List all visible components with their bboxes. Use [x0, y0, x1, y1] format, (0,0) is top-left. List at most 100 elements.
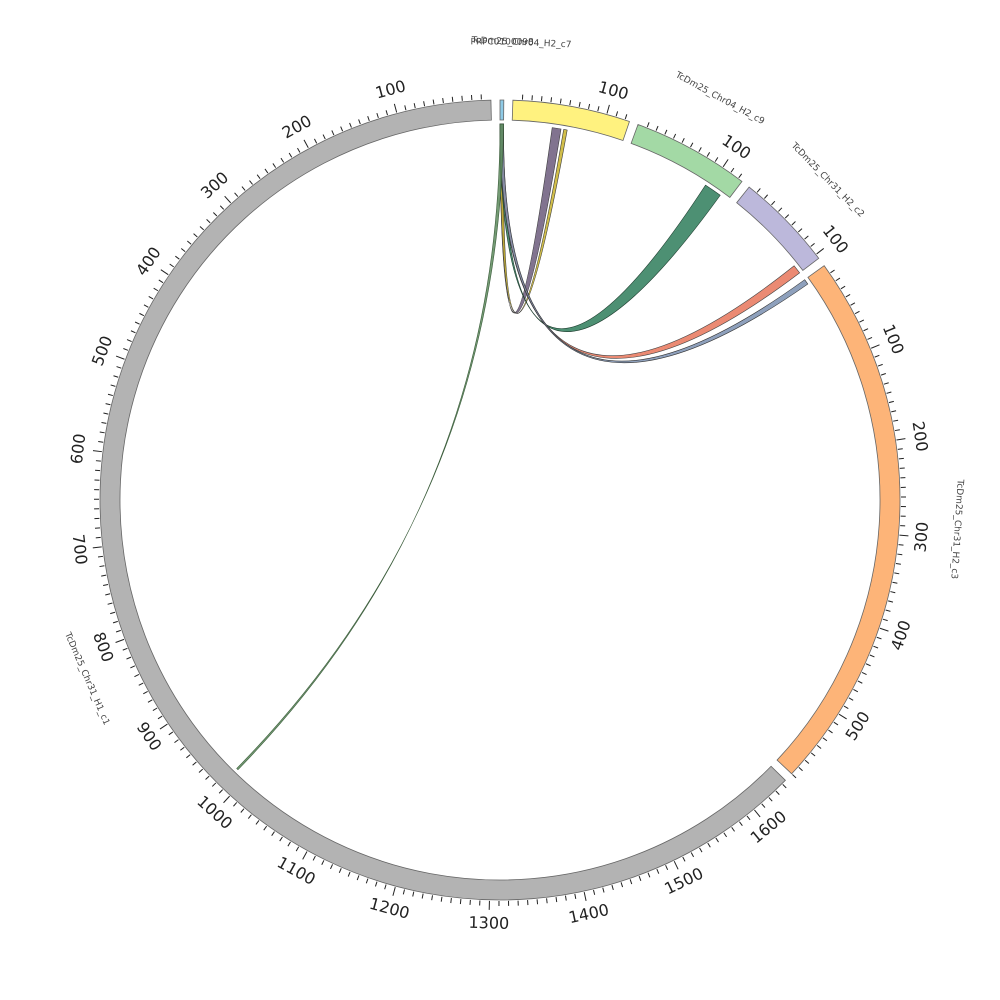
minor-tick	[768, 797, 773, 802]
minor-tick	[107, 393, 113, 397]
tick-label: 1000	[193, 792, 236, 833]
minor-tick	[442, 97, 444, 104]
minor-tick	[550, 97, 553, 103]
minor-tick	[798, 767, 803, 772]
tick-label: 1100	[274, 853, 319, 889]
minor-tick	[272, 163, 277, 168]
segment-TcDm25_Chr04_H2_c9	[630, 124, 743, 198]
minor-tick	[147, 699, 153, 703]
minor-tick	[665, 865, 669, 870]
segment-TcDm25_Chr31_H2_c2	[736, 186, 820, 271]
major-tick	[92, 450, 102, 453]
minor-tick	[116, 366, 122, 369]
minor-tick	[738, 821, 743, 827]
minor-tick	[833, 721, 839, 726]
minor-tick	[784, 214, 790, 219]
minor-tick	[330, 864, 334, 870]
minor-tick	[218, 789, 224, 794]
minor-tick	[646, 122, 650, 128]
minor-tick	[810, 242, 815, 247]
minor-tick	[384, 884, 387, 890]
minor-tick	[698, 147, 702, 153]
minor-tick	[247, 814, 252, 819]
tick-label: 400	[132, 243, 165, 279]
tick-label: 1500	[661, 864, 706, 899]
minor-tick	[97, 555, 104, 558]
minor-tick	[186, 240, 192, 245]
minor-tick	[830, 269, 835, 274]
minor-tick	[555, 896, 558, 903]
link-1	[499, 123, 568, 314]
tick-label: 800	[89, 629, 117, 664]
minor-tick	[848, 697, 854, 701]
segment-label-PRFC0100098: PRFC0100098	[471, 37, 535, 47]
minor-tick	[297, 147, 301, 153]
minor-tick	[157, 715, 163, 720]
minor-tick	[180, 746, 185, 751]
minor-tick	[322, 134, 326, 140]
minor-tick	[130, 330, 136, 334]
minor-tick	[338, 868, 342, 874]
minor-tick	[138, 682, 144, 686]
minor-tick	[412, 891, 415, 897]
minor-tick	[845, 294, 851, 298]
major-tick	[160, 269, 169, 276]
minor-tick	[854, 310, 860, 315]
minor-tick	[886, 391, 892, 394]
minor-tick	[746, 815, 751, 821]
minor-tick	[564, 895, 567, 901]
minor-tick	[367, 116, 370, 122]
minor-tick	[233, 802, 238, 807]
minor-tick	[867, 336, 873, 340]
minor-tick	[699, 847, 703, 853]
minor-tick	[880, 373, 886, 376]
labels-layer: PRFC0100098100TcDm25_Chr04_H2_c7100TcDm2…	[62, 36, 965, 933]
minor-tick	[588, 103, 591, 109]
minor-tick	[673, 133, 677, 139]
minor-tick	[690, 142, 694, 148]
minor-tick	[101, 574, 107, 577]
major-tick	[870, 344, 880, 349]
tick-label: 100	[596, 77, 631, 103]
segment-TcDm25_Chr31_H1_c1	[99, 99, 786, 901]
minor-tick	[107, 602, 113, 605]
minor-tick	[271, 831, 275, 836]
minor-tick	[655, 125, 659, 131]
minor-tick	[123, 348, 129, 351]
tick-label: 100	[879, 321, 908, 356]
minor-tick	[569, 100, 572, 106]
minor-tick	[816, 745, 822, 749]
segments-layer	[99, 99, 901, 901]
major-tick	[879, 627, 889, 632]
minor-tick	[782, 784, 787, 789]
minor-tick	[895, 563, 901, 565]
minor-tick	[624, 114, 628, 120]
major-tick	[393, 103, 398, 113]
major-tick	[223, 795, 230, 804]
major-tick	[899, 534, 909, 537]
tick-label: 100	[819, 221, 853, 257]
minor-tick	[891, 410, 897, 413]
minor-tick	[898, 544, 904, 546]
tick-label: 1600	[747, 807, 791, 848]
tick-label: 1300	[468, 913, 509, 933]
major-tick	[392, 886, 396, 896]
segment-PRFC0100098	[499, 99, 505, 121]
minor-tick	[597, 106, 600, 112]
minor-tick	[656, 868, 660, 874]
minor-tick	[764, 194, 769, 199]
minor-tick	[859, 319, 865, 323]
minor-tick	[198, 768, 204, 773]
minor-tick	[205, 775, 210, 780]
minor-tick	[874, 354, 880, 358]
minor-tick	[126, 656, 132, 660]
major-tick	[583, 891, 587, 901]
minor-tick	[850, 302, 856, 306]
link-4	[499, 123, 809, 364]
minor-tick	[152, 707, 158, 712]
minor-tick	[761, 803, 766, 808]
minor-tick	[638, 875, 642, 881]
minor-tick	[664, 129, 668, 135]
minor-tick	[876, 636, 882, 640]
